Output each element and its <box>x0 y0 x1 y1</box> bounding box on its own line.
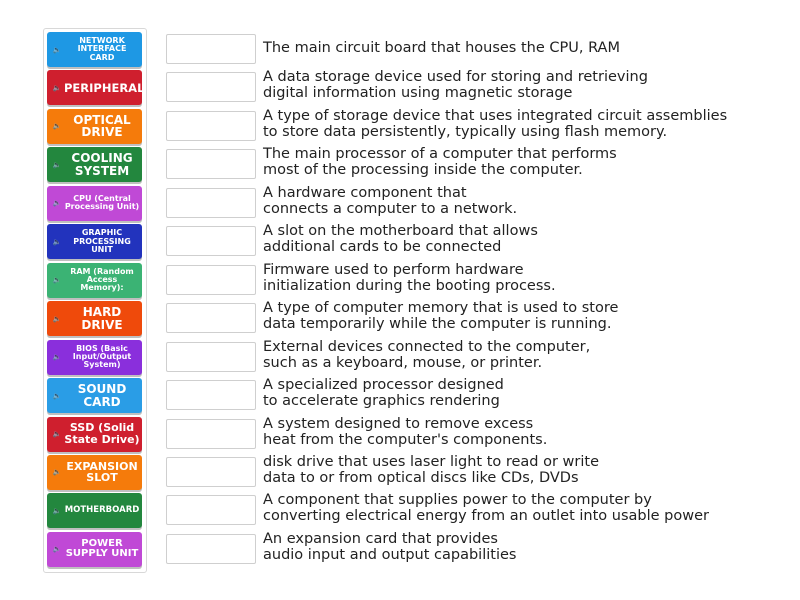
answer-tile-tray: 🔈 NETWORK INTERFACE CARD 🔈 PERIPHERAL 🔈 OPTIC… <box>43 28 147 573</box>
drop-target-box[interactable] <box>166 34 256 64</box>
answer-tile[interactable]: 🔈 POWER SUPPLY UNIT <box>47 531 142 567</box>
answer-tile-label: SSD (Solid State Drive) <box>64 421 140 446</box>
answer-tile[interactable]: 🔈 CPU (Central Processing Unit) <box>47 185 142 221</box>
answer-tile[interactable]: 🔈 GRAPHIC PROCESSING UNIT <box>47 224 142 260</box>
answer-tile[interactable]: 🔈 SOUND CARD <box>47 378 142 414</box>
description-text: A system designed to remove excess heat … <box>263 415 548 448</box>
drop-target-box[interactable] <box>166 418 256 449</box>
speaker-icon[interactable]: 🔈 <box>52 122 62 131</box>
speaker-icon[interactable]: 🔈 <box>52 545 62 554</box>
speaker-icon[interactable]: 🔈 <box>52 430 62 438</box>
drop-target-box[interactable] <box>166 380 256 411</box>
answer-tile[interactable]: 🔈 OPTICAL DRIVE <box>47 108 142 144</box>
description-text: A component that supplies power to the c… <box>263 492 709 525</box>
speaker-icon[interactable]: 🔈 <box>52 276 62 285</box>
drop-target-box[interactable] <box>166 149 256 180</box>
answer-tile-label: PERIPHERAL <box>64 80 145 95</box>
description-text: Firmware used to perform hardware initia… <box>263 261 556 294</box>
description-text: An expansion card that provides audio in… <box>263 530 517 563</box>
answer-tile-label: BIOS (Basic Input/Output System) <box>72 343 132 370</box>
speaker-icon[interactable]: 🔈 <box>52 314 62 323</box>
speaker-icon[interactable]: 🔈 <box>52 199 62 208</box>
answer-tile-label: GRAPHIC PROCESSING UNIT <box>73 228 131 254</box>
answer-tile[interactable]: 🔈 EXPANSION SLOT <box>47 454 142 490</box>
speaker-icon[interactable]: 🔈 <box>52 83 62 92</box>
answer-tile[interactable]: 🔈 HARD DRIVE <box>47 301 142 337</box>
drop-target-box[interactable] <box>166 495 256 526</box>
speaker-icon[interactable]: 🔈 <box>52 45 62 54</box>
drop-target-box[interactable] <box>166 533 256 564</box>
description-text: A type of storage device that uses integ… <box>263 107 728 140</box>
drop-target-box[interactable] <box>166 303 256 334</box>
answer-tile-label: CPU (Central Processing Unit) <box>64 193 140 212</box>
answer-tile-label: RAM (Random Access Memory): <box>70 266 134 293</box>
answer-tile[interactable]: 🔈 PERIPHERAL <box>47 70 144 106</box>
speaker-icon[interactable]: 🔈 <box>52 237 62 246</box>
speaker-icon[interactable]: 🔈 <box>52 353 62 362</box>
answer-tile[interactable]: 🔈 NETWORK INTERFACE CARD <box>47 32 142 67</box>
drop-target-box[interactable] <box>166 264 256 295</box>
answer-tile[interactable]: 🔈 SSD (Solid State Drive) <box>47 416 142 452</box>
answer-tile-label: HARD DRIVE <box>81 305 123 332</box>
description-text: A data storage device used for storing a… <box>263 69 648 102</box>
drop-target-box[interactable] <box>166 341 256 372</box>
speaker-icon[interactable]: 🔈 <box>52 160 62 169</box>
answer-tile-label: MOTHERBOARD <box>64 505 140 516</box>
description-text: A type of computer memory that is used t… <box>263 300 619 333</box>
description-text: External devices connected to the comput… <box>263 338 591 371</box>
speaker-icon[interactable]: 🔈 <box>52 506 62 515</box>
description-text: A slot on the motherboard that allows ad… <box>263 223 538 256</box>
speaker-icon[interactable]: 🔈 <box>52 391 62 400</box>
drop-target-box[interactable] <box>166 110 256 141</box>
answer-tile[interactable]: 🔈 BIOS (Basic Input/Output System) <box>47 339 142 375</box>
drop-target-box[interactable] <box>166 72 256 103</box>
drop-target-box[interactable] <box>166 226 256 257</box>
drop-target-box[interactable] <box>166 187 256 218</box>
description-text: The main processor of a computer that pe… <box>263 146 617 179</box>
answer-tile[interactable]: 🔈 MOTHERBOARD <box>47 493 142 529</box>
speaker-icon[interactable]: 🔈 <box>52 468 62 477</box>
answer-tile[interactable]: 🔈 RAM (Random Access Memory): <box>47 262 142 298</box>
drop-target-box[interactable] <box>166 456 256 487</box>
answer-tile[interactable]: 🔈 COOLING SYSTEM <box>47 147 142 183</box>
answer-tile-label: POWER SUPPLY UNIT <box>65 537 139 560</box>
description-text: A specialized processor designed to acce… <box>263 377 504 410</box>
answer-tile-label: SOUND CARD <box>77 381 127 409</box>
answer-tile-label: EXPANSION SLOT <box>66 459 138 485</box>
answer-tile-label: COOLING SYSTEM <box>71 151 133 178</box>
description-text: The main circuit board that houses the C… <box>263 40 620 56</box>
answer-tile-label: NETWORK INTERFACE CARD <box>77 35 127 62</box>
answer-tile-label: OPTICAL DRIVE <box>73 112 131 140</box>
description-text: disk drive that uses laser light to read… <box>263 453 600 486</box>
description-text: A hardware component that connects a com… <box>263 184 518 217</box>
